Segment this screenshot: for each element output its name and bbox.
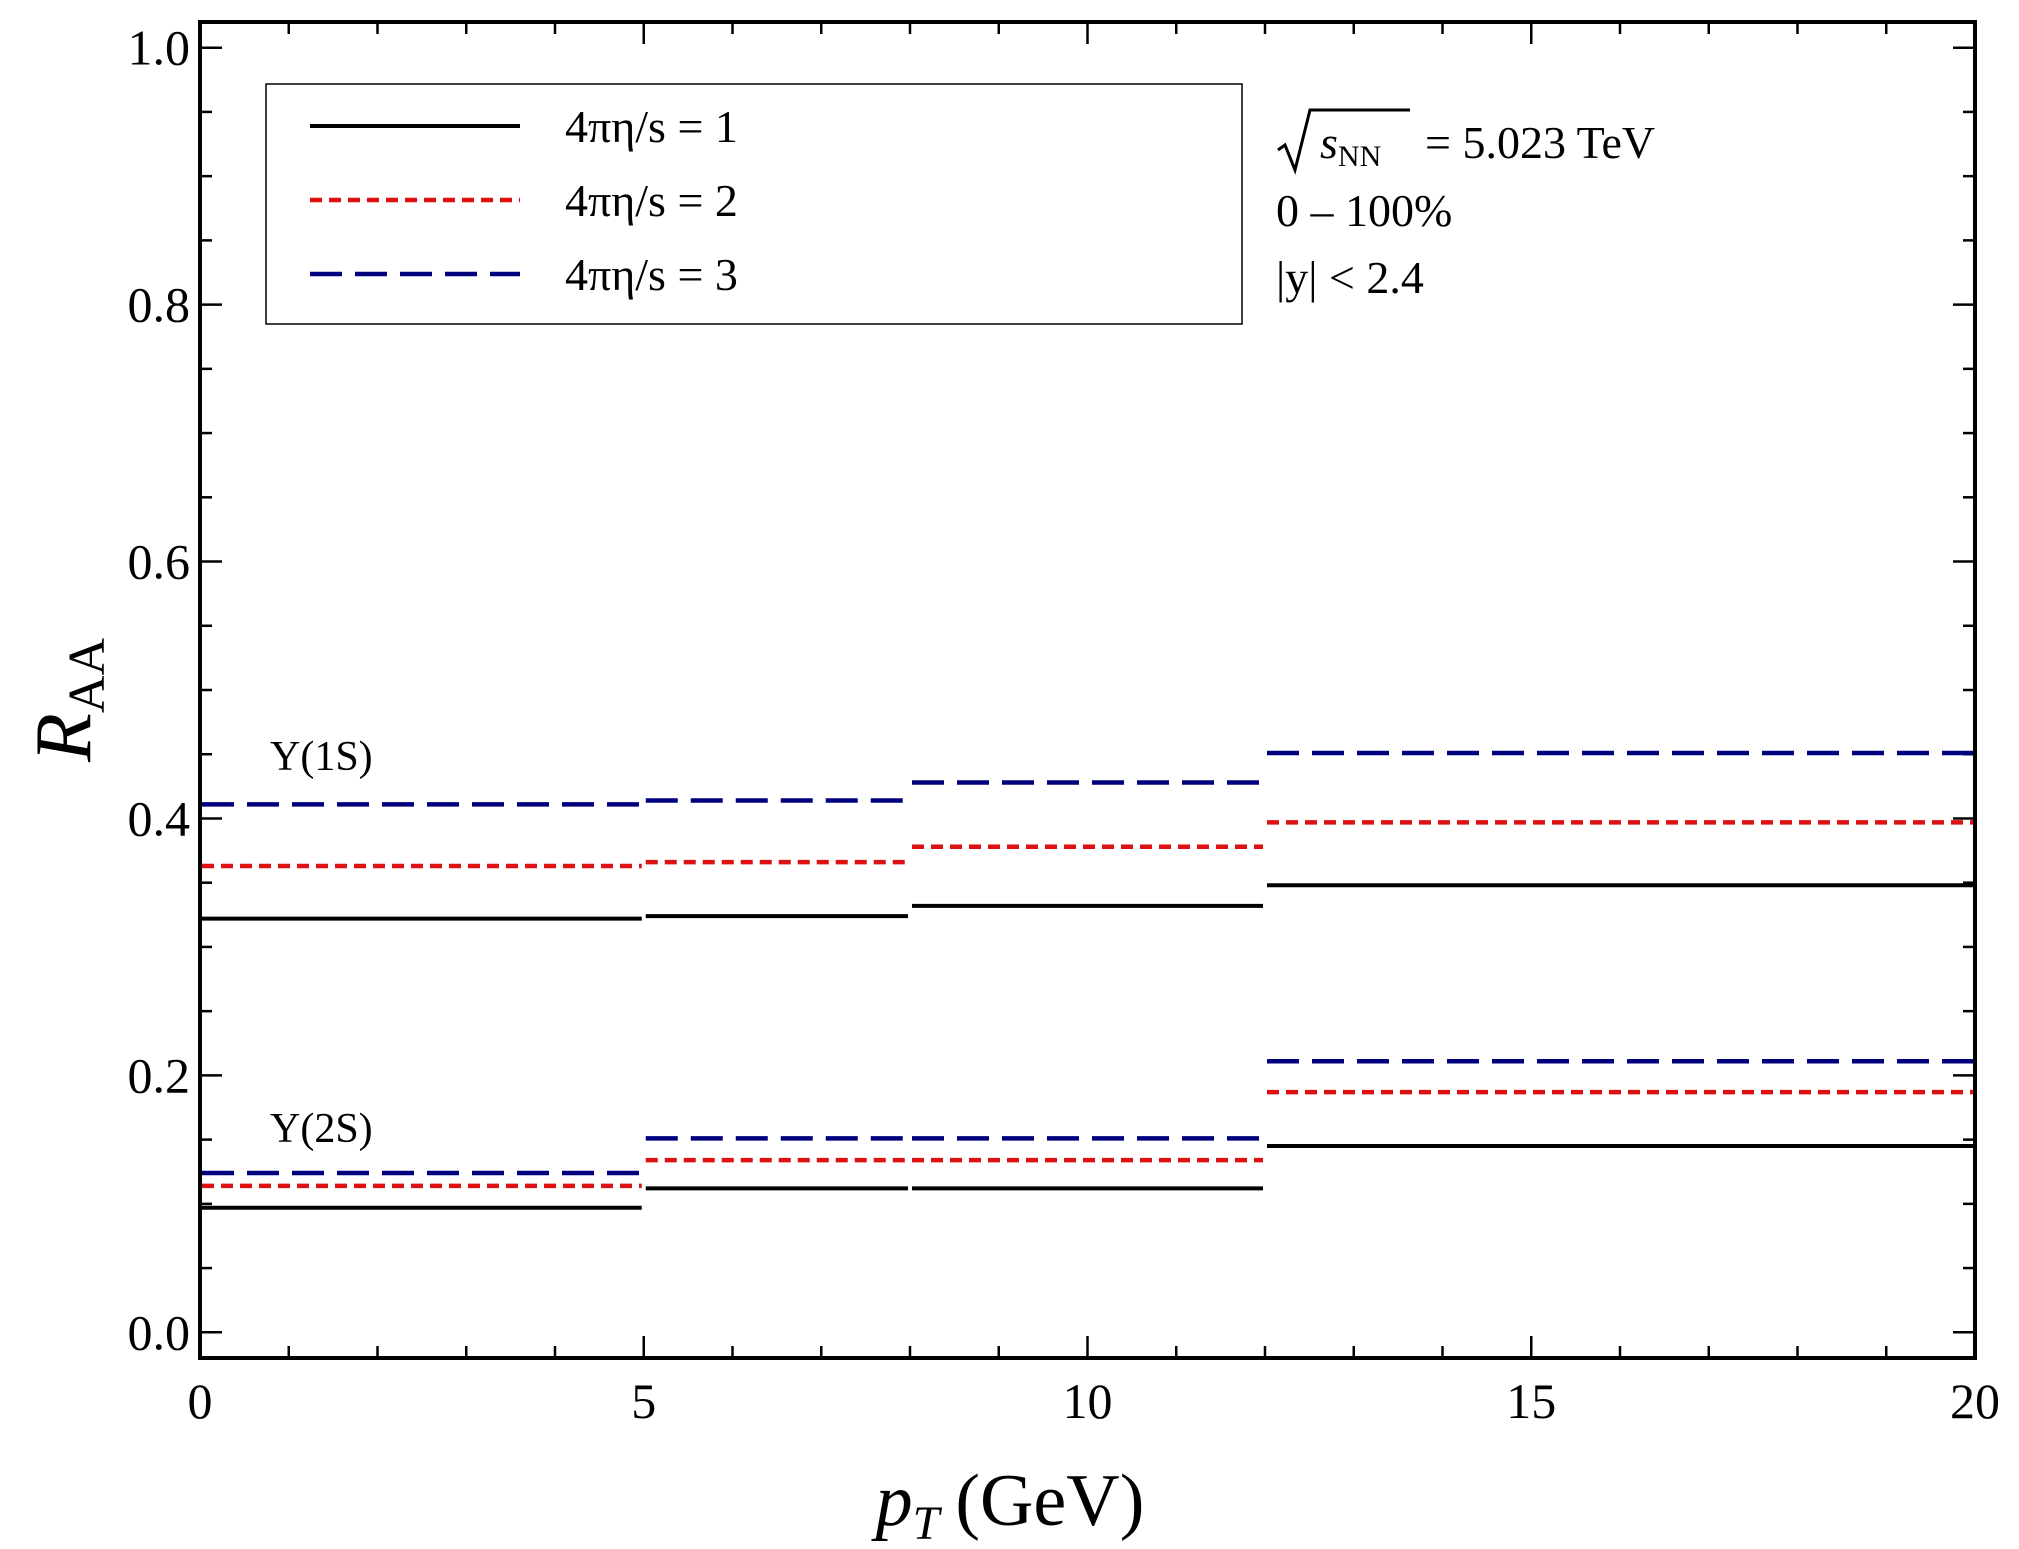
x-tick-label: 0 [188,1373,213,1429]
x-tick-label: 20 [1950,1373,2000,1429]
y-tick-label: 0.6 [128,534,191,590]
series-line [202,1144,1973,1210]
centrality-label: 0 – 100% [1276,185,1452,236]
plot-frame [198,20,1977,1360]
series-line [202,1059,1973,1176]
legend-label: 4πη/s = 1 [565,101,738,152]
series-line [202,820,1973,869]
y-tick-label: 0.4 [128,790,191,846]
y-tick-label: 0.0 [128,1304,191,1360]
x-axis-title: pT (GeV) [871,1460,1145,1549]
y-tick-label: 0.2 [128,1047,191,1103]
y-tick-label: 1.0 [128,20,191,76]
y-axis-title: RAA [20,638,116,763]
x-tick-label: 15 [1506,1373,1556,1429]
energy-label: = 5.023 TeV [1425,117,1655,168]
x-tick-label: 5 [631,1373,656,1429]
legend-box [265,83,1243,325]
upsilon-1s-label: Υ(1S) [270,734,373,780]
series-line [202,1089,1973,1189]
series-line [202,750,1973,807]
legend: 4πη/s = 1 4πη/s = 2 4πη/s = 3 [265,83,1243,325]
upsilon-2s-label: Υ(2S) [270,1106,373,1152]
sqrt-symbol [1277,108,1410,175]
legend-label: 4πη/s = 2 [565,175,738,226]
legend-label: 4πη/s = 3 [565,249,738,300]
series-line [202,883,1973,921]
axis-tick-labels: 0 5 10 15 20 0.0 0.2 0.4 0.6 0.8 1.0 [128,20,2001,1429]
x-tick-label: 10 [1063,1373,1113,1429]
y-tick-label: 0.8 [128,277,191,333]
rapidity-label: |y| < 2.4 [1276,252,1424,303]
series-layer [202,750,1973,1210]
